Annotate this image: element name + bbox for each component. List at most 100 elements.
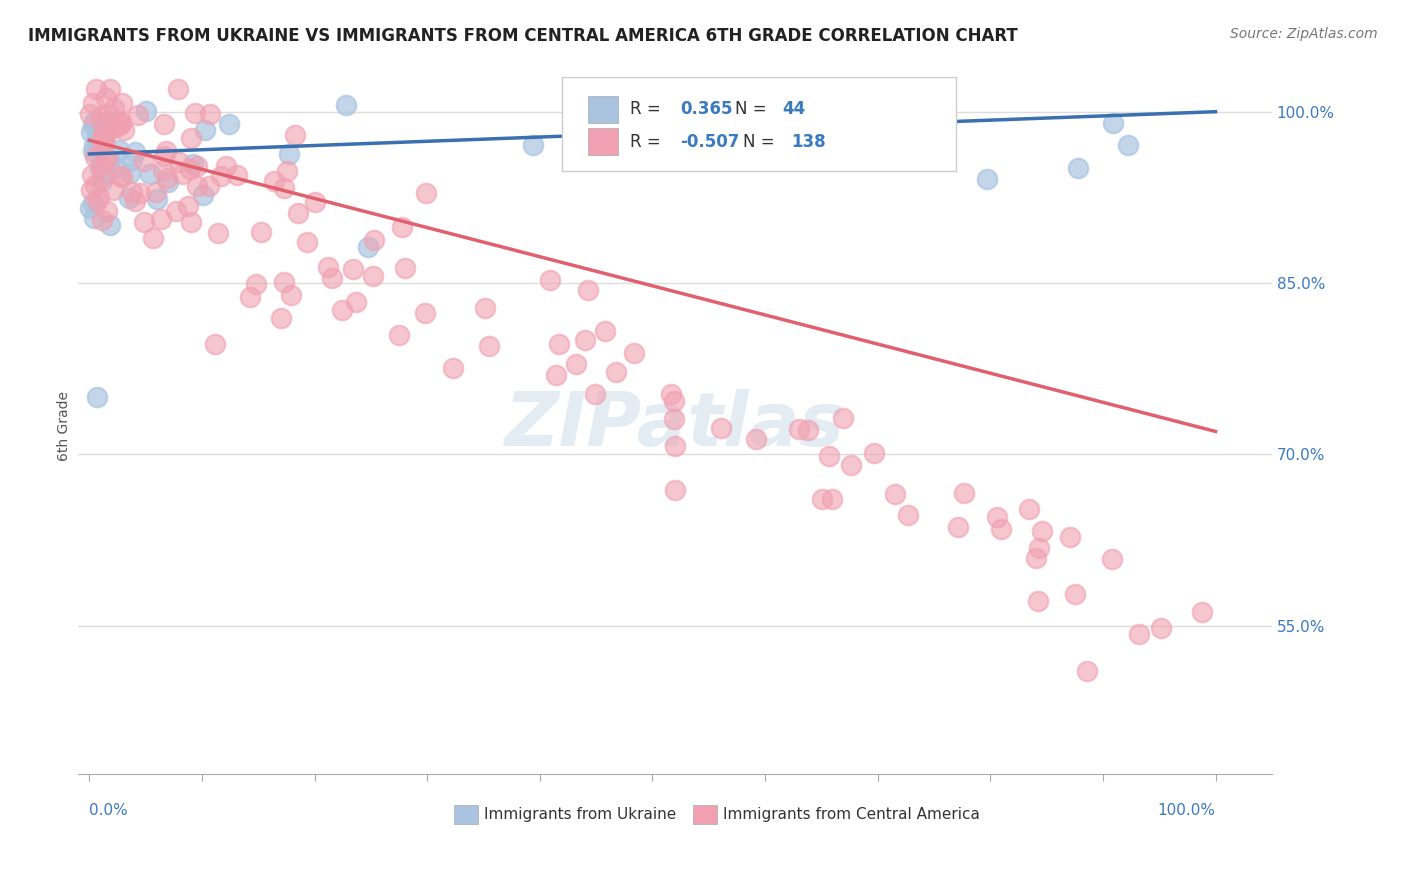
Point [128, 186, 150, 200]
Point [98, 82, 121, 96]
Point [787, 422, 810, 436]
Point [441, 360, 464, 375]
Point [91, 212, 114, 227]
Point [1066, 161, 1088, 175]
Y-axis label: 6th Grade: 6th Grade [58, 391, 72, 461]
Point [103, 101, 125, 115]
Point [184, 106, 207, 120]
Point [1028, 541, 1050, 555]
Point [83, 138, 105, 153]
Point [97, 107, 120, 121]
Point [839, 458, 862, 473]
Point [157, 175, 180, 189]
Point [659, 387, 682, 401]
Point [245, 277, 267, 291]
Point [710, 421, 733, 435]
Point [132, 153, 155, 168]
Point [87, 189, 110, 203]
Point [108, 118, 131, 132]
Point [167, 82, 190, 96]
Text: 138: 138 [790, 133, 825, 151]
Point [156, 170, 179, 185]
Point [142, 231, 165, 245]
Point [391, 219, 413, 234]
Point [1150, 621, 1173, 635]
Point [121, 153, 143, 167]
Point [361, 269, 384, 284]
Point [593, 324, 616, 338]
Bar [693, 805, 717, 824]
Point [644, 96, 666, 111]
Point [90, 169, 112, 183]
Point [1101, 551, 1123, 566]
Point [1102, 116, 1125, 130]
Point [80, 168, 103, 182]
Point [121, 185, 143, 199]
Point [986, 510, 1008, 524]
Point [474, 301, 496, 315]
Point [118, 166, 141, 180]
Point [89, 161, 111, 175]
Point [605, 365, 627, 379]
Point [287, 206, 309, 220]
Point [105, 161, 128, 175]
Point [565, 357, 588, 371]
Point [110, 115, 132, 129]
Point [745, 432, 768, 446]
Point [1031, 524, 1053, 538]
Point [693, 122, 716, 136]
Point [1116, 138, 1139, 153]
Point [1191, 605, 1213, 619]
Point [86, 82, 108, 96]
Point [276, 163, 298, 178]
Point [82, 119, 104, 133]
Point [344, 294, 367, 309]
Point [576, 283, 599, 297]
Point [91, 139, 114, 153]
FancyBboxPatch shape [561, 78, 956, 171]
Point [664, 483, 686, 498]
Point [90, 115, 112, 129]
Point [135, 103, 157, 118]
Point [388, 328, 411, 343]
Point [91, 142, 114, 156]
Point [124, 145, 146, 159]
Point [1026, 594, 1049, 608]
Point [1025, 551, 1047, 566]
Point [98, 154, 121, 169]
Point [139, 167, 162, 181]
Point [155, 144, 177, 158]
Point [90, 109, 112, 123]
Point [94, 130, 117, 145]
Point [1064, 587, 1087, 601]
Point [180, 214, 202, 228]
Point [110, 169, 132, 183]
Point [796, 423, 818, 437]
Text: Immigrants from Ukraine: Immigrants from Ukraine [484, 807, 676, 822]
Point [110, 95, 132, 110]
Point [90, 159, 112, 173]
Point [145, 185, 167, 199]
Point [546, 368, 568, 383]
Point [132, 215, 155, 229]
Point [976, 172, 998, 186]
Point [127, 108, 149, 122]
Point [79, 107, 101, 121]
Point [124, 194, 146, 208]
Point [1059, 529, 1081, 543]
Bar [588, 96, 617, 123]
Point [522, 138, 544, 153]
Point [83, 178, 105, 193]
Point [110, 116, 132, 130]
Point [280, 288, 302, 302]
Point [884, 487, 907, 501]
Point [94, 163, 117, 178]
Point [415, 186, 437, 200]
Point [103, 182, 125, 196]
Point [82, 144, 104, 158]
Point [862, 446, 884, 460]
Point [204, 337, 226, 351]
Point [194, 122, 217, 136]
Point [100, 115, 122, 129]
Point [218, 117, 240, 131]
